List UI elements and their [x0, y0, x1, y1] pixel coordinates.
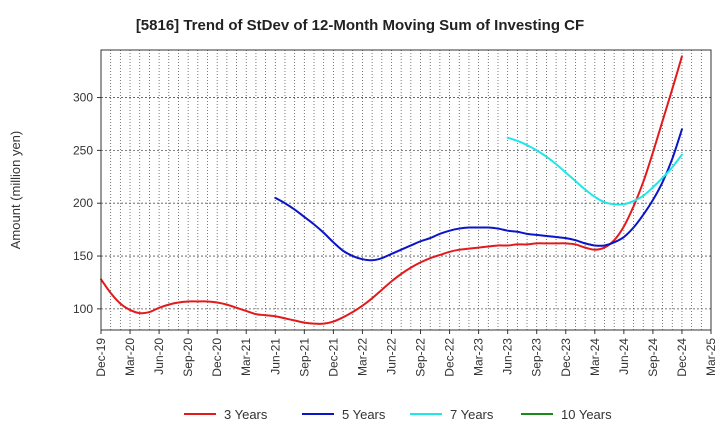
x-tick-label: Sep-22	[414, 338, 428, 377]
legend-label-4: 10 Years	[561, 407, 612, 422]
plot-area	[101, 50, 711, 330]
x-tick-label: Mar-21	[239, 338, 253, 376]
x-tick-label: Jun-22	[384, 338, 398, 375]
x-tick-label: Jun-24	[617, 338, 631, 375]
legend-label-2: 5 Years	[342, 407, 386, 422]
series-line-2	[274, 128, 683, 262]
grid	[101, 50, 711, 330]
series-line-3	[506, 136, 683, 206]
y-axis-ticks: 100 150 200 250 300	[73, 91, 101, 316]
x-tick-label: Dec-20	[210, 338, 224, 377]
legend: 3 Years 5 Years 7 Years 10 Years	[184, 407, 612, 422]
x-tick-label: Jun-23	[501, 338, 515, 375]
x-tick-label: Mar-22	[355, 338, 369, 376]
x-tick-label: Sep-23	[530, 338, 544, 377]
x-tick-label: Dec-19	[94, 338, 108, 377]
plot-frame	[100, 49, 712, 331]
x-tick-label: Dec-24	[675, 338, 689, 377]
x-tick-label: Jun-20	[152, 338, 166, 375]
y-axis-label: Amount (million yen)	[8, 131, 23, 250]
x-tick-label: Dec-21	[326, 338, 340, 377]
legend-label-1: 3 Years	[224, 407, 268, 422]
y-tick-label: 200	[73, 196, 93, 210]
y-tick-label: 150	[73, 249, 93, 263]
series-line-1	[100, 55, 683, 325]
series-group	[100, 55, 683, 325]
x-tick-label: Mar-23	[472, 338, 486, 376]
chart-title: [5816] Trend of StDev of 12-Month Moving…	[136, 17, 584, 34]
x-tick-label: Dec-23	[559, 338, 573, 377]
y-tick-label: 250	[73, 143, 93, 157]
y-tick-label: 100	[73, 302, 93, 316]
y-tick-label: 300	[73, 91, 93, 105]
x-tick-label: Sep-20	[181, 338, 195, 377]
x-tick-label: Sep-21	[297, 338, 311, 377]
x-tick-label: Mar-25	[704, 338, 718, 376]
x-axis-ticks: Dec-19 Mar-20 Jun-20 Sep-20 Dec-20 Mar-21 Jun-…	[94, 330, 718, 377]
x-tick-label: Dec-22	[443, 338, 457, 377]
legend-label-3: 7 Years	[450, 407, 494, 422]
x-tick-label: Mar-20	[123, 338, 137, 376]
x-tick-label: Jun-21	[268, 338, 282, 375]
x-tick-label: Mar-24	[588, 338, 602, 376]
x-tick-label: Sep-24	[646, 338, 660, 377]
